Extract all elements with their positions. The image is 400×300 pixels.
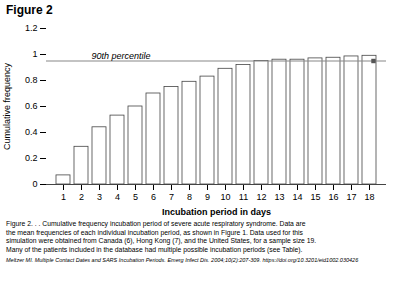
- svg-text:6: 6: [151, 192, 156, 202]
- svg-text:0.2: 0.2: [25, 153, 38, 163]
- html-text:simulation were obtained from: simulation were obtained from Canada (6)…: [6, 237, 317, 244]
- svg-text:9: 9: [205, 192, 210, 202]
- html-text:the mean frequencies of each i: the mean frequencies of each individual …: [6, 228, 303, 236]
- svg-text:14: 14: [292, 192, 302, 202]
- svg-text:2: 2: [79, 192, 84, 202]
- svg-text:17: 17: [346, 192, 356, 202]
- svg-text:0.8: 0.8: [25, 75, 38, 85]
- svg-text:12: 12: [256, 192, 266, 202]
- svg-text:0.6: 0.6: [25, 101, 38, 111]
- html-text:Meltzer MI. Multiple Contact D: Meltzer MI. Multiple Contact Dates and S…: [6, 257, 359, 263]
- svg-text:1: 1: [32, 49, 37, 59]
- svg-text:16: 16: [328, 192, 338, 202]
- svg-text:8: 8: [187, 192, 192, 202]
- svg-text:15: 15: [310, 192, 320, 202]
- svg-text:18: 18: [364, 192, 374, 202]
- svg-text:90th percentile: 90th percentile: [92, 51, 151, 61]
- html-text:Figure 2: Figure 2: [6, 3, 53, 17]
- svg-text:5: 5: [133, 192, 138, 202]
- svg-text:0: 0: [32, 179, 37, 189]
- svg-text:1: 1: [61, 192, 66, 202]
- svg-text:11: 11: [239, 192, 248, 202]
- html-text:Figure 2. . . Cumulative frequ: Figure 2. . . Cumulative frequency incub…: [6, 220, 306, 227]
- svg-text:Incubation period in days: Incubation period in days: [162, 207, 271, 217]
- svg-text:10: 10: [220, 192, 230, 202]
- svg-text:Cumulative frequency: Cumulative frequency: [2, 62, 12, 150]
- svg-text:4: 4: [115, 192, 120, 202]
- svg-text:7: 7: [169, 192, 174, 202]
- svg-text:1.2: 1.2: [25, 23, 38, 33]
- html-text:Many of the patients included: Many of the patients included in the dat…: [6, 245, 303, 253]
- svg-text:0.4: 0.4: [25, 127, 38, 137]
- svg-text:13: 13: [274, 192, 284, 202]
- svg-text:3: 3: [97, 192, 102, 202]
